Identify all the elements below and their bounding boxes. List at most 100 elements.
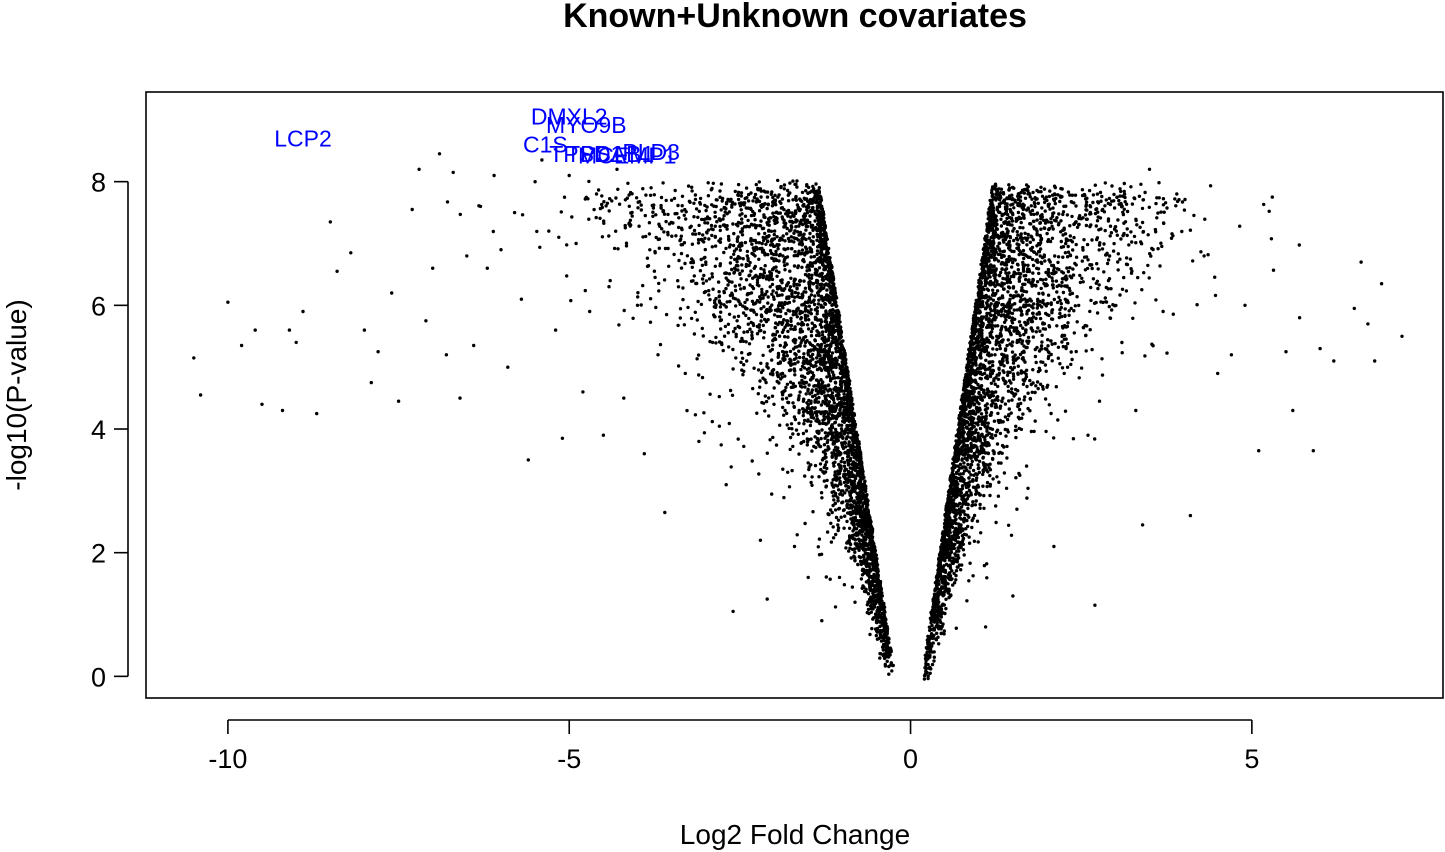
data-point [829, 368, 833, 372]
data-point [772, 313, 777, 317]
data-point [1029, 326, 1034, 330]
data-point [815, 249, 820, 253]
data-point [820, 325, 824, 329]
data-point [641, 283, 645, 288]
data-point [999, 187, 1004, 191]
data-point [781, 234, 785, 238]
data-point [1058, 362, 1062, 366]
data-point [1139, 182, 1143, 186]
data-point [733, 189, 737, 194]
data-point [744, 340, 748, 344]
data-point [362, 328, 367, 332]
data-point [1022, 191, 1026, 195]
data-point [1162, 210, 1166, 214]
data-point [806, 418, 810, 422]
data-point [978, 502, 982, 507]
data-point [1068, 266, 1072, 270]
data-point [1009, 381, 1013, 385]
data-point [1090, 263, 1094, 267]
data-point [968, 466, 972, 470]
data-point [1119, 201, 1123, 206]
data-point [989, 369, 993, 373]
data-point [802, 237, 807, 241]
data-point [999, 270, 1003, 275]
data-point [1028, 378, 1032, 383]
data-point [192, 356, 196, 360]
data-point [721, 348, 725, 353]
data-point [1009, 533, 1014, 537]
data-point [1098, 216, 1103, 220]
data-point [600, 235, 605, 239]
data-point [1018, 352, 1023, 357]
data-point [1116, 218, 1120, 222]
data-point [799, 252, 803, 256]
data-point [1019, 234, 1023, 239]
data-point [1018, 250, 1023, 254]
data-point [1161, 197, 1166, 201]
data-point [871, 617, 875, 621]
data-point [849, 436, 853, 440]
data-point [1033, 196, 1037, 200]
data-point [650, 203, 654, 208]
data-point [1089, 298, 1093, 303]
data-point [978, 506, 982, 510]
data-point [722, 250, 726, 255]
data-point [1095, 262, 1099, 266]
data-point [954, 573, 958, 578]
data-point [814, 316, 818, 320]
data-point [742, 363, 746, 367]
data-point [636, 295, 640, 299]
data-point [809, 377, 813, 382]
data-point [1074, 242, 1078, 247]
data-point [660, 227, 664, 231]
data-point [857, 548, 861, 552]
data-point [994, 390, 998, 394]
data-point [741, 257, 745, 261]
data-point [719, 443, 723, 447]
data-point [431, 266, 435, 270]
data-point [1093, 437, 1097, 441]
data-point [1026, 486, 1030, 490]
data-point [1036, 201, 1041, 205]
data-point [763, 190, 768, 194]
data-point [836, 488, 841, 492]
data-point [720, 196, 725, 201]
data-point [786, 308, 790, 312]
data-point [622, 308, 626, 313]
data-point [738, 339, 743, 344]
data-point [1028, 240, 1033, 244]
data-point [785, 382, 790, 386]
data-point [781, 254, 785, 258]
data-point [836, 518, 841, 522]
data-point [1041, 387, 1045, 391]
data-point [815, 440, 819, 445]
data-point [653, 275, 657, 280]
data-point [1102, 242, 1106, 246]
data-point [814, 445, 818, 450]
data-point [1039, 360, 1043, 364]
data-point [693, 193, 698, 197]
data-point [800, 265, 804, 269]
data-point [1161, 203, 1166, 207]
data-point [717, 290, 721, 294]
data-point [781, 328, 786, 332]
data-point [772, 214, 776, 219]
data-point [369, 380, 373, 385]
data-point [994, 273, 998, 277]
data-point [853, 556, 857, 560]
data-point [843, 514, 847, 518]
data-point [754, 312, 759, 317]
data-point [815, 252, 819, 257]
data-point [1043, 363, 1048, 367]
data-point [1188, 513, 1193, 518]
data-point [1030, 208, 1035, 213]
data-point [697, 373, 701, 377]
data-point [780, 278, 784, 282]
data-point [768, 438, 772, 442]
data-point [883, 623, 887, 627]
data-point [253, 328, 257, 332]
data-point [1066, 269, 1071, 274]
data-point [942, 629, 946, 633]
data-point [844, 445, 848, 449]
data-point [635, 303, 640, 307]
